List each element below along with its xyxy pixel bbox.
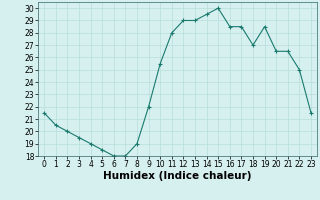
X-axis label: Humidex (Indice chaleur): Humidex (Indice chaleur) <box>103 171 252 181</box>
